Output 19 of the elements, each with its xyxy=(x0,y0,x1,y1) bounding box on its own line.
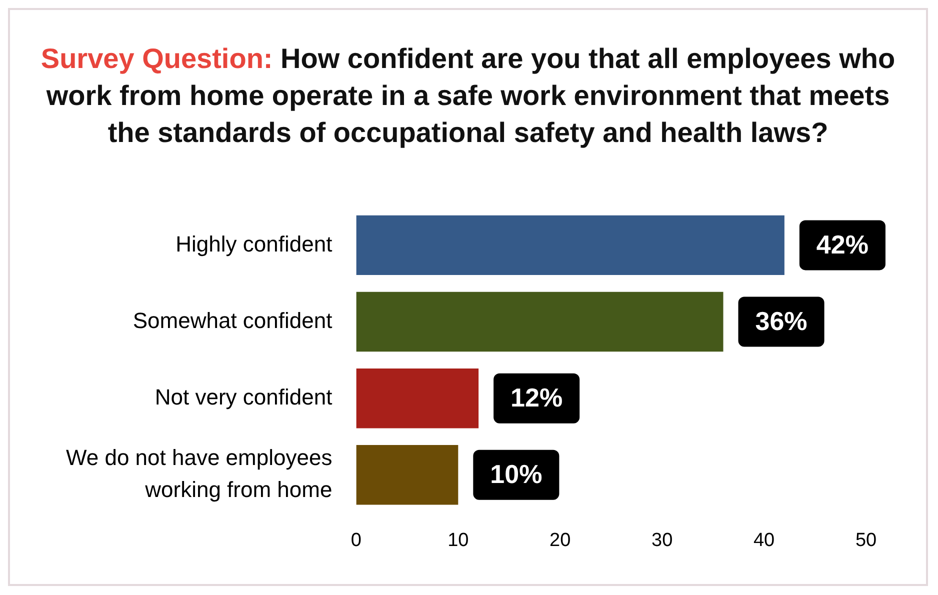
bar xyxy=(356,445,458,505)
y-tick-label: Not very confident xyxy=(154,384,332,410)
bar xyxy=(356,215,784,276)
bar xyxy=(356,292,724,352)
chart-title: Survey Question: How confident are you that all employees who work from home operate in a safe work environment that meets the standards of occupational safety and health laws? xyxy=(40,43,896,148)
data-label: 42% xyxy=(816,229,868,260)
y-tick-label: Somewhat confident xyxy=(132,308,332,333)
x-tick-label: 20 xyxy=(550,530,571,551)
x-tick-label: 30 xyxy=(652,530,673,551)
y-tick-label: We do not have employees working from home xyxy=(66,445,332,502)
y-tick-label: Highly confident xyxy=(176,231,332,256)
x-tick-label: 50 xyxy=(855,530,877,551)
data-label: 10% xyxy=(490,459,542,490)
bar xyxy=(356,368,479,428)
data-label: 36% xyxy=(755,306,808,336)
x-tick-label: 40 xyxy=(753,530,775,551)
x-tick-label: 0 xyxy=(350,530,362,551)
data-label: 12% xyxy=(510,382,563,413)
x-tick-label: 10 xyxy=(448,530,469,551)
